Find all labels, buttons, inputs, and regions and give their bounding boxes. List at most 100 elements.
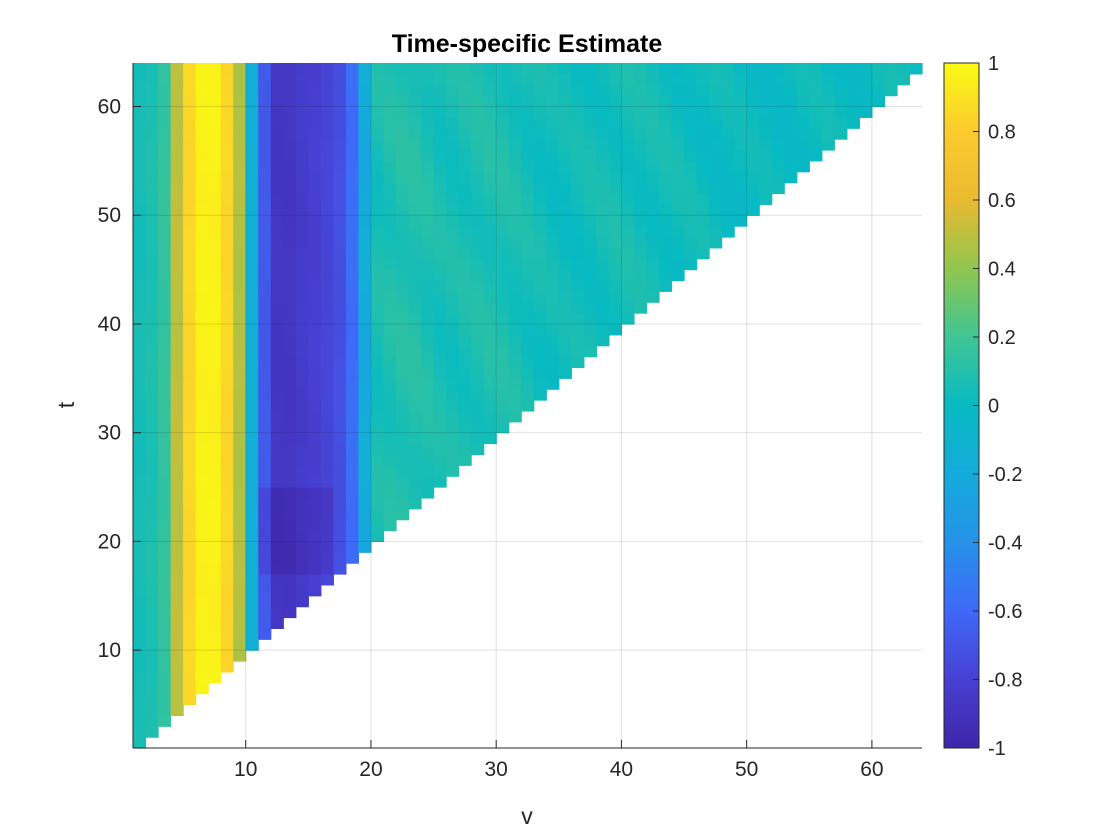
heatmap-cell bbox=[170, 280, 184, 292]
heatmap-cell bbox=[258, 149, 272, 162]
heatmap-cell bbox=[646, 291, 660, 303]
heatmap-cell bbox=[220, 323, 234, 336]
heatmap-cell bbox=[596, 106, 610, 118]
colorbar-tick-label: -1 bbox=[988, 738, 1006, 760]
heatmap-cell bbox=[709, 149, 723, 162]
heatmap-cell bbox=[721, 84, 735, 97]
heatmap-cell bbox=[258, 628, 272, 640]
heatmap-cell bbox=[433, 443, 447, 456]
heatmap-cell bbox=[621, 84, 635, 97]
heatmap-cell bbox=[158, 400, 172, 412]
heatmap-cell bbox=[659, 280, 673, 292]
heatmap-cell bbox=[270, 117, 284, 129]
heatmap-cell bbox=[571, 117, 585, 129]
heatmap-cell bbox=[195, 182, 209, 195]
heatmap-cell bbox=[208, 356, 222, 369]
heatmap-cell bbox=[608, 204, 623, 216]
heatmap-cell bbox=[408, 323, 422, 336]
heatmap-cell bbox=[158, 617, 172, 629]
heatmap-cell bbox=[433, 313, 447, 325]
heatmap-cell bbox=[659, 160, 673, 173]
heatmap-cell bbox=[558, 160, 572, 173]
heatmap-cell bbox=[396, 204, 410, 216]
heatmap-cell bbox=[170, 541, 184, 553]
heatmap-cell bbox=[145, 487, 159, 499]
heatmap-cell bbox=[496, 269, 510, 282]
heatmap-cell bbox=[208, 226, 222, 238]
heatmap-cell bbox=[421, 432, 435, 445]
heatmap-cell bbox=[370, 117, 385, 129]
heatmap-cell bbox=[183, 149, 197, 162]
heatmap-cell bbox=[170, 595, 184, 608]
heatmap-cell bbox=[396, 291, 410, 303]
heatmap-cell bbox=[220, 378, 234, 390]
heatmap-cell bbox=[345, 106, 360, 118]
heatmap-cell bbox=[508, 193, 522, 205]
heatmap-cell bbox=[158, 247, 172, 260]
heatmap-cell bbox=[320, 63, 334, 75]
heatmap-cell bbox=[633, 291, 648, 303]
heatmap-cell bbox=[446, 84, 460, 97]
heatmap-cell bbox=[233, 541, 247, 553]
heatmap-cell bbox=[571, 269, 585, 282]
heatmap-cell bbox=[533, 84, 547, 97]
heatmap-cell bbox=[784, 73, 798, 86]
heatmap-cell bbox=[345, 139, 360, 151]
heatmap-cell bbox=[521, 226, 535, 238]
heatmap-cell bbox=[170, 171, 184, 184]
heatmap-cell bbox=[546, 247, 560, 260]
heatmap-cell bbox=[195, 117, 209, 129]
heatmap-cell bbox=[370, 280, 385, 292]
y-axis-label: t bbox=[53, 401, 79, 408]
heatmap-cell bbox=[446, 378, 460, 390]
heatmap-cell bbox=[508, 106, 522, 118]
heatmap-cell bbox=[408, 117, 422, 129]
heatmap-cell bbox=[295, 541, 309, 553]
heatmap-cell bbox=[220, 160, 234, 173]
heatmap-cell bbox=[320, 149, 334, 162]
heatmap-cell bbox=[446, 236, 460, 249]
heatmap-cell bbox=[471, 139, 485, 151]
heatmap-cell bbox=[145, 204, 159, 216]
heatmap-cell bbox=[283, 508, 297, 521]
heatmap-cell bbox=[233, 139, 247, 151]
heatmap-cell bbox=[345, 454, 360, 466]
heatmap-cell bbox=[546, 236, 560, 249]
heatmap-cell bbox=[358, 323, 372, 336]
heatmap-cell bbox=[233, 323, 247, 336]
heatmap-cell bbox=[320, 356, 334, 369]
heatmap-cell bbox=[621, 193, 635, 205]
heatmap-cell bbox=[320, 171, 334, 184]
heatmap-cell bbox=[270, 128, 284, 140]
heatmap-cell bbox=[308, 541, 322, 553]
heatmap-cell bbox=[684, 215, 698, 227]
heatmap-cell bbox=[483, 226, 497, 238]
heatmap-cell bbox=[734, 117, 748, 129]
heatmap-cell bbox=[496, 323, 510, 336]
heatmap-cell bbox=[684, 182, 698, 195]
heatmap-cell bbox=[483, 128, 497, 140]
heatmap-cell bbox=[258, 84, 272, 97]
heatmap-cell bbox=[170, 247, 184, 260]
heatmap-cell bbox=[245, 552, 259, 564]
heatmap-cell bbox=[496, 313, 510, 325]
heatmap-cell bbox=[521, 313, 535, 325]
heatmap-cell bbox=[220, 552, 234, 564]
heatmap-cell bbox=[308, 302, 322, 314]
heatmap-cell bbox=[308, 400, 322, 412]
heatmap-cell bbox=[270, 389, 284, 401]
heatmap-cell bbox=[408, 356, 422, 369]
heatmap-cell bbox=[759, 171, 773, 184]
heatmap-cell bbox=[358, 73, 372, 86]
heatmap-cell bbox=[345, 204, 360, 216]
heatmap-cell bbox=[521, 323, 535, 336]
heatmap-cell bbox=[633, 204, 648, 216]
heatmap-cell bbox=[220, 182, 234, 195]
heatmap-cell bbox=[421, 487, 435, 499]
heatmap-cell bbox=[821, 139, 835, 151]
heatmap-cell bbox=[370, 149, 385, 162]
heatmap-cell bbox=[245, 421, 259, 434]
heatmap-cell bbox=[258, 606, 272, 619]
heatmap-cell bbox=[759, 106, 773, 118]
x-tick-label: 40 bbox=[610, 758, 633, 781]
